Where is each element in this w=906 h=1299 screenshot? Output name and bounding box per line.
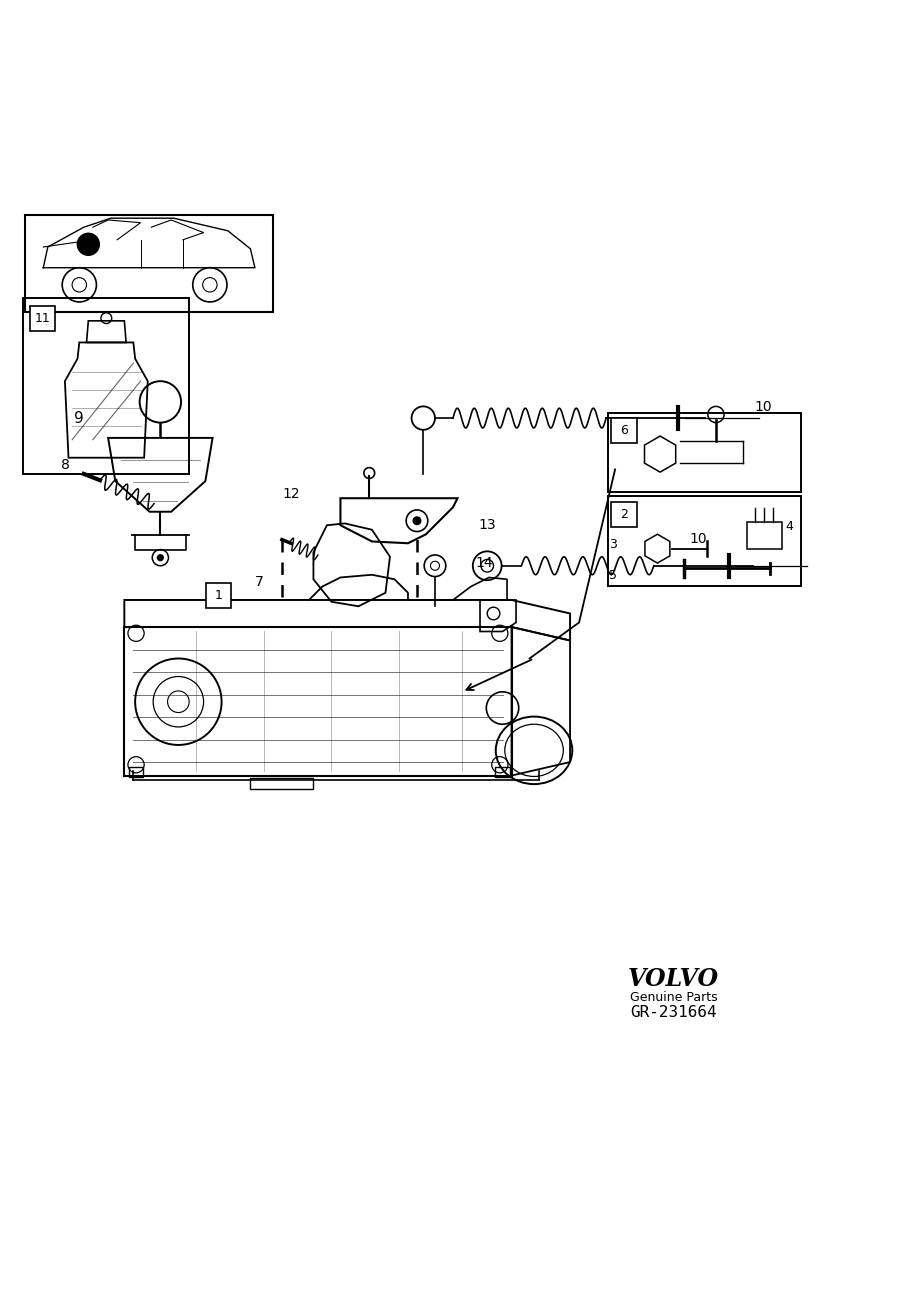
Text: 10: 10 [755, 400, 772, 414]
Bar [30, 305, 55, 331]
Bar [612, 501, 637, 527]
Bar [612, 418, 637, 443]
Text: 11: 11 [34, 312, 50, 325]
Text: 14: 14 [476, 556, 493, 570]
Text: 12: 12 [283, 487, 300, 500]
Circle shape [412, 516, 421, 525]
Bar [25, 214, 273, 312]
Bar [608, 413, 802, 492]
Text: 3: 3 [609, 538, 617, 551]
Text: 7: 7 [255, 575, 264, 588]
Text: GR-231664: GR-231664 [631, 1005, 717, 1020]
Circle shape [157, 555, 164, 561]
Circle shape [77, 233, 100, 256]
Text: 1: 1 [215, 588, 223, 601]
Text: 4: 4 [786, 520, 793, 533]
Text: 6: 6 [620, 425, 628, 438]
Text: 13: 13 [478, 518, 496, 533]
Text: 8: 8 [62, 459, 71, 472]
Bar [608, 496, 802, 586]
Text: 2: 2 [620, 508, 628, 521]
Text: VOLVO: VOLVO [628, 966, 719, 991]
Bar [23, 299, 189, 474]
Bar [207, 583, 232, 608]
Bar [129, 766, 143, 777]
Text: 9: 9 [74, 410, 84, 426]
Bar [496, 766, 510, 777]
Text: Genuine Parts: Genuine Parts [630, 991, 718, 1004]
Text: 5: 5 [609, 569, 617, 582]
Bar [250, 778, 313, 788]
Text: 10: 10 [689, 533, 708, 546]
